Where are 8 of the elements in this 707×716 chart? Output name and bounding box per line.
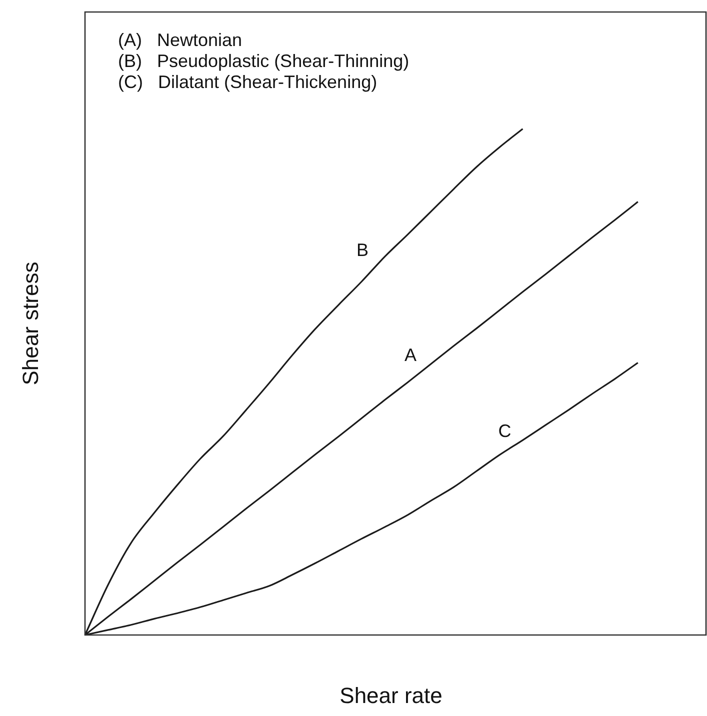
text: (C) Dilatant (Shear-Thickening) — [118, 72, 378, 92]
series-label: B — [356, 240, 368, 260]
x-axis-title: Shear rate — [340, 683, 442, 708]
text: (A) Newtonian — [118, 30, 242, 50]
text: (B) Pseudoplastic (Shear-Thinning) — [118, 50, 410, 71]
series-label: C — [498, 421, 512, 442]
series-label: A — [404, 345, 417, 366]
y-axis-title: Shear stress — [18, 262, 44, 386]
